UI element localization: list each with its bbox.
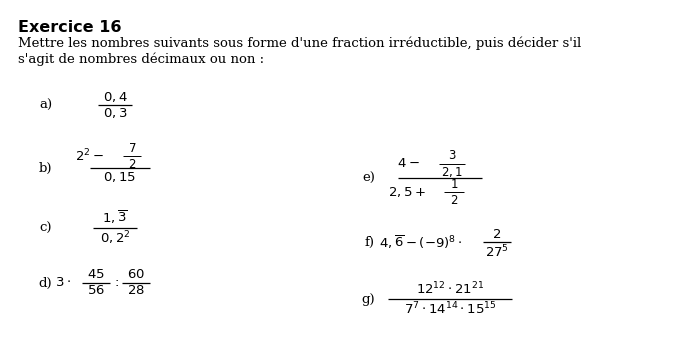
Text: $60$: $60$ [127, 268, 145, 282]
Text: $3$: $3$ [448, 149, 456, 162]
Text: $2$: $2$ [492, 227, 502, 240]
Text: $12^{12}\cdot 21^{21}$: $12^{12}\cdot 21^{21}$ [416, 280, 484, 297]
Text: $1$: $1$ [450, 178, 459, 191]
Text: s'agit de nombres décimaux ou non :: s'agit de nombres décimaux ou non : [18, 52, 264, 66]
Text: $4-$: $4-$ [398, 157, 420, 170]
Text: $4,\overline{6}-(-9)^{8}\cdot$: $4,\overline{6}-(-9)^{8}\cdot$ [379, 233, 463, 250]
Text: a): a) [39, 99, 52, 111]
Text: $:$: $:$ [112, 276, 120, 289]
Text: $1,\overline{3}$: $1,\overline{3}$ [102, 209, 128, 227]
Text: $0,2^2$: $0,2^2$ [99, 229, 130, 247]
Text: $2$: $2$ [128, 158, 136, 171]
Text: $2$: $2$ [450, 194, 458, 207]
Text: Mettre les nombres suivants sous forme d'une fraction irréductible, puis décider: Mettre les nombres suivants sous forme d… [18, 37, 581, 50]
Text: $3\cdot$: $3\cdot$ [55, 276, 71, 289]
Text: f): f) [365, 236, 375, 248]
Text: $7^{7}\cdot 14^{14}\cdot 15^{15}$: $7^{7}\cdot 14^{14}\cdot 15^{15}$ [404, 301, 496, 318]
Text: $0,3$: $0,3$ [103, 107, 127, 120]
Text: $2,1$: $2,1$ [441, 165, 463, 179]
Text: $0,15$: $0,15$ [104, 170, 136, 184]
Text: $2,5+$: $2,5+$ [388, 185, 426, 199]
Text: c): c) [39, 221, 52, 235]
Text: e): e) [362, 171, 375, 185]
Text: $0,4$: $0,4$ [103, 89, 127, 104]
Text: Exercice 16: Exercice 16 [18, 20, 122, 35]
Text: $45$: $45$ [87, 268, 105, 282]
Text: $56$: $56$ [87, 285, 105, 297]
Text: $27^{5}$: $27^{5}$ [485, 244, 509, 260]
Text: g): g) [361, 293, 375, 306]
Text: b): b) [38, 161, 52, 175]
Text: $7$: $7$ [127, 142, 136, 155]
Text: $28$: $28$ [127, 285, 145, 297]
Text: d): d) [38, 276, 52, 289]
Text: $2^2-$: $2^2-$ [75, 148, 104, 165]
